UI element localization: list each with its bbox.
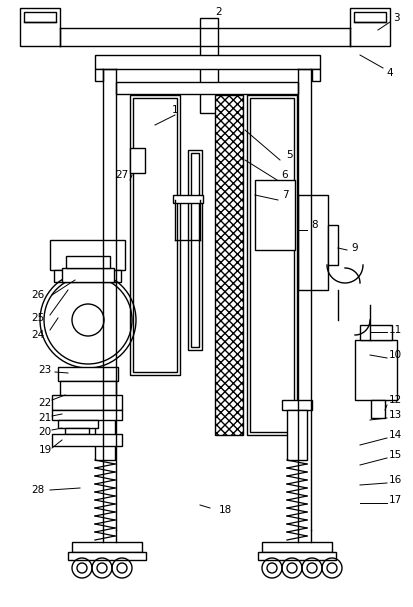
Text: 4: 4 [386, 68, 392, 78]
Bar [353, 12, 385, 22]
Bar [58, 420, 98, 428]
Bar [173, 195, 202, 203]
Text: 28: 28 [31, 485, 45, 495]
Text: 24: 24 [31, 330, 45, 340]
Bar [297, 195, 327, 290]
Text: 11: 11 [387, 325, 401, 335]
Text: 9: 9 [351, 243, 357, 253]
Text: 6: 6 [281, 170, 287, 180]
Bar [130, 95, 180, 375]
Bar [281, 400, 311, 410]
Text: 20: 20 [38, 427, 52, 437]
Bar [24, 12, 56, 22]
Bar [190, 153, 199, 347]
Bar [349, 8, 389, 46]
Bar [50, 240, 125, 270]
Bar [66, 256, 110, 268]
Bar [54, 270, 121, 282]
Bar [249, 98, 293, 432]
Text: 21: 21 [38, 413, 52, 423]
Bar [254, 180, 294, 250]
Text: 27: 27 [115, 170, 128, 180]
Bar [95, 69, 103, 81]
Text: 23: 23 [38, 365, 52, 375]
Bar [95, 410, 115, 460]
Text: 16: 16 [387, 475, 401, 485]
Bar [199, 18, 218, 113]
Bar [52, 434, 122, 446]
Text: 3: 3 [392, 13, 399, 23]
Text: 25: 25 [31, 313, 45, 323]
Bar [247, 95, 296, 435]
Bar [60, 381, 116, 397]
Bar [354, 340, 396, 400]
Bar [359, 325, 391, 340]
Text: 22: 22 [38, 398, 52, 408]
Bar [58, 367, 118, 381]
Bar [52, 410, 122, 420]
Bar [188, 150, 202, 350]
Bar [90, 400, 120, 410]
Bar [72, 542, 142, 552]
Bar [52, 395, 122, 410]
Bar [130, 148, 145, 173]
Bar [62, 268, 114, 282]
Text: 10: 10 [387, 350, 401, 360]
Bar [20, 8, 60, 46]
Text: 18: 18 [218, 505, 231, 515]
Bar [370, 400, 384, 418]
Text: 13: 13 [387, 410, 401, 420]
Bar [133, 98, 177, 372]
Bar [257, 552, 335, 560]
Bar [214, 95, 242, 435]
Text: 14: 14 [387, 430, 401, 440]
Text: 7: 7 [281, 190, 287, 200]
Bar [68, 552, 146, 560]
Bar [327, 225, 337, 265]
Bar [95, 55, 319, 69]
Text: 5: 5 [286, 150, 292, 160]
Bar [116, 82, 297, 94]
Bar [311, 69, 319, 81]
Bar [261, 542, 331, 552]
Bar [286, 410, 306, 460]
Bar [65, 428, 89, 434]
Text: 8: 8 [311, 220, 318, 230]
Text: 26: 26 [31, 290, 45, 300]
Text: 17: 17 [387, 495, 401, 505]
Text: 2: 2 [215, 7, 222, 17]
Text: 12: 12 [387, 395, 401, 405]
Text: 19: 19 [38, 445, 52, 455]
Text: 1: 1 [171, 105, 178, 115]
Text: 15: 15 [387, 450, 401, 460]
